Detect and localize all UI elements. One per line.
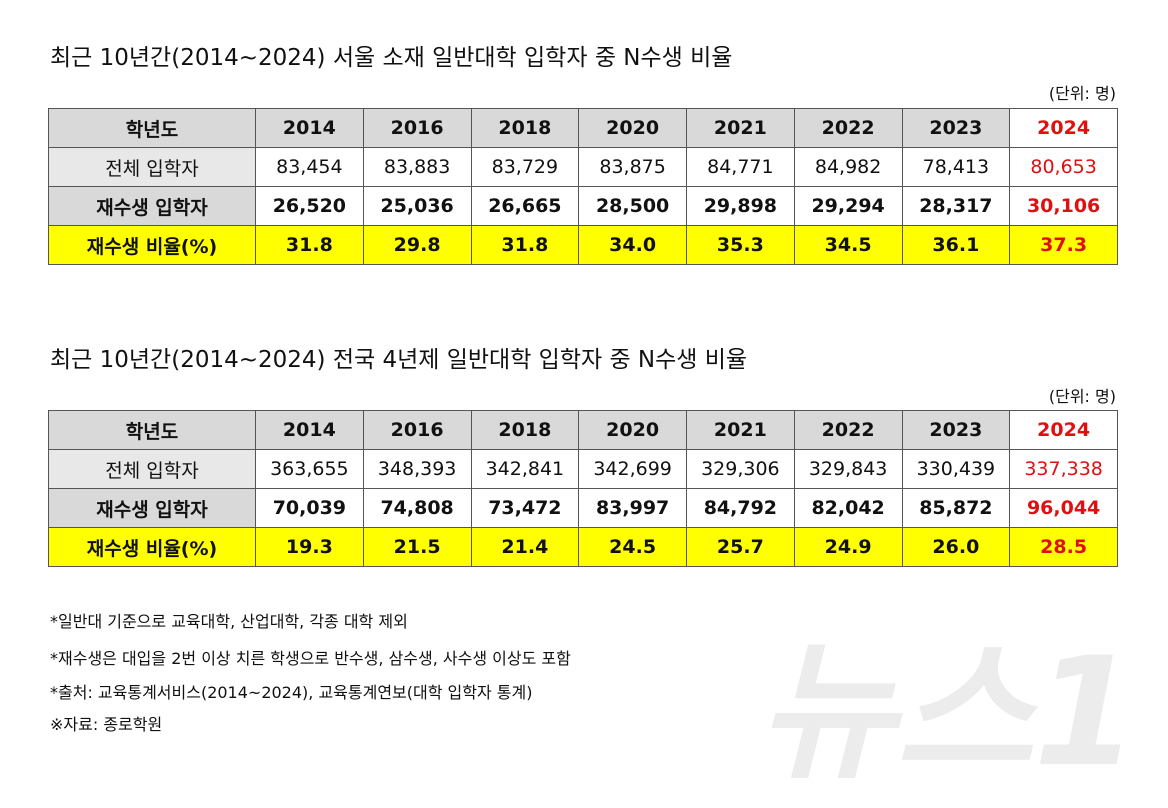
cell: 25.7: [686, 527, 795, 567]
header-cell: 2016: [362, 108, 472, 148]
header-cell: 2024: [1009, 410, 1118, 450]
unit-label: (단위: 명): [1048, 387, 1116, 406]
footnote: ※자료: 종로학원: [50, 715, 163, 734]
cell: 25,036: [362, 186, 472, 226]
header-cell: 학년도: [48, 410, 256, 450]
table-row: 전체 입학자 363,655 348,393 342,841 342,699 329,30…: [48, 449, 1118, 489]
cell: 24.5: [578, 527, 687, 567]
cell: 74,808: [362, 488, 472, 528]
cell: 31.8: [255, 225, 364, 265]
header-row: 학년도 2014 2016 2018 2020 2021 2022 2023 2024: [48, 410, 1118, 450]
table-row: 전체 입학자 83,454 83,883 83,729 83,875 84,771 84,9…: [48, 147, 1118, 187]
cell: 96,044: [1009, 488, 1118, 528]
unit-label: (단위: 명): [1048, 84, 1116, 103]
cell: 73,472: [470, 488, 580, 528]
cell: 21.4: [470, 527, 580, 567]
header-cell: 2018: [470, 410, 580, 450]
cell: 84,792: [686, 488, 795, 528]
table-row: 재수생 비율(%) 19.3 21.5 21.4 24.5 25.7 24.9 26.0 28.…: [48, 527, 1118, 567]
table-row: 재수생 입학자 70,039 74,808 73,472 83,997 84,792 82,…: [48, 488, 1118, 528]
table-row: 재수생 입학자 26,520 25,036 26,665 28,500 29,898 29,…: [48, 186, 1118, 226]
cell: 26.0: [901, 527, 1011, 567]
header-cell: 2014: [255, 108, 364, 148]
header-cell: 2021: [686, 410, 795, 450]
cell: 83,875: [578, 147, 687, 187]
cell: 29.8: [362, 225, 472, 265]
cell: 83,883: [362, 147, 472, 187]
header-cell: 2022: [793, 410, 903, 450]
header-cell: 2020: [578, 108, 687, 148]
cell: 330,439: [901, 449, 1011, 489]
cell: 35.3: [686, 225, 795, 265]
cell: 70,039: [255, 488, 364, 528]
cell: 21.5: [362, 527, 472, 567]
cell: 84,982: [793, 147, 903, 187]
cell: 83,454: [255, 147, 364, 187]
data-table: 학년도 2014 2016 2018 2020 2021 2022 2023 2024 전체 입학…: [48, 108, 1118, 265]
footnote: *재수생은 대입을 2번 이상 치른 학생으로 반수생, 삼수생, 사수생 이상…: [50, 649, 571, 668]
footnote: *출처: 교육통계서비스(2014~2024), 교육통계연보(대학 입학자 통…: [50, 683, 533, 702]
cell: 329,306: [686, 449, 795, 489]
cell: 28,317: [901, 186, 1011, 226]
table-title: 최근 10년간(2014~2024) 전국 4년제 일반대학 입학자 중 N수생…: [50, 347, 748, 373]
row-label: 재수생 입학자: [48, 488, 256, 528]
cell: 363,655: [255, 449, 364, 489]
table-row: 재수생 비율(%) 31.8 29.8 31.8 34.0 35.3 34.5 36.1 37.…: [48, 225, 1118, 265]
cell: 31.8: [470, 225, 580, 265]
watermark: 뉴스1: [757, 626, 1138, 800]
cell: 82,042: [793, 488, 903, 528]
cell: 26,520: [255, 186, 364, 226]
cell: 24.9: [793, 527, 903, 567]
cell: 34.5: [793, 225, 903, 265]
cell: 34.0: [578, 225, 687, 265]
row-label: 전체 입학자: [48, 147, 256, 187]
cell: 83,997: [578, 488, 687, 528]
cell: 329,843: [793, 449, 903, 489]
cell: 26,665: [470, 186, 580, 226]
row-label: 전체 입학자: [48, 449, 256, 489]
cell: 80,653: [1009, 147, 1118, 187]
cell: 29,294: [793, 186, 903, 226]
header-row: 학년도 2014 2016 2018 2020 2021 2022 2023 2024: [48, 108, 1118, 148]
header-cell: 2023: [901, 410, 1011, 450]
header-cell: 2016: [362, 410, 472, 450]
cell: 28,500: [578, 186, 687, 226]
header-cell: 2022: [793, 108, 903, 148]
cell: 37.3: [1009, 225, 1118, 265]
cell: 342,699: [578, 449, 687, 489]
cell: 29,898: [686, 186, 795, 226]
header-cell: 2020: [578, 410, 687, 450]
row-label: 재수생 비율(%): [48, 527, 256, 567]
row-label: 재수생 비율(%): [48, 225, 256, 265]
data-table: 학년도 2014 2016 2018 2020 2021 2022 2023 2024 전체 입학…: [48, 410, 1118, 567]
header-cell: 2018: [470, 108, 580, 148]
cell: 342,841: [470, 449, 580, 489]
cell: 36.1: [901, 225, 1011, 265]
footnote: *일반대 기준으로 교육대학, 산업대학, 각종 대학 제외: [50, 612, 408, 631]
cell: 348,393: [362, 449, 472, 489]
header-cell: 2023: [901, 108, 1011, 148]
cell: 78,413: [901, 147, 1011, 187]
cell: 84,771: [686, 147, 795, 187]
cell: 83,729: [470, 147, 580, 187]
header-cell: 2024: [1009, 108, 1118, 148]
cell: 30,106: [1009, 186, 1118, 226]
header-cell: 2014: [255, 410, 364, 450]
cell: 28.5: [1009, 527, 1118, 567]
header-cell: 2021: [686, 108, 795, 148]
cell: 85,872: [901, 488, 1011, 528]
row-label: 재수생 입학자: [48, 186, 256, 226]
header-cell: 학년도: [48, 108, 256, 148]
cell: 337,338: [1009, 449, 1118, 489]
table-title: 최근 10년간(2014~2024) 서울 소재 일반대학 입학자 중 N수생 …: [50, 45, 733, 71]
cell: 19.3: [255, 527, 364, 567]
